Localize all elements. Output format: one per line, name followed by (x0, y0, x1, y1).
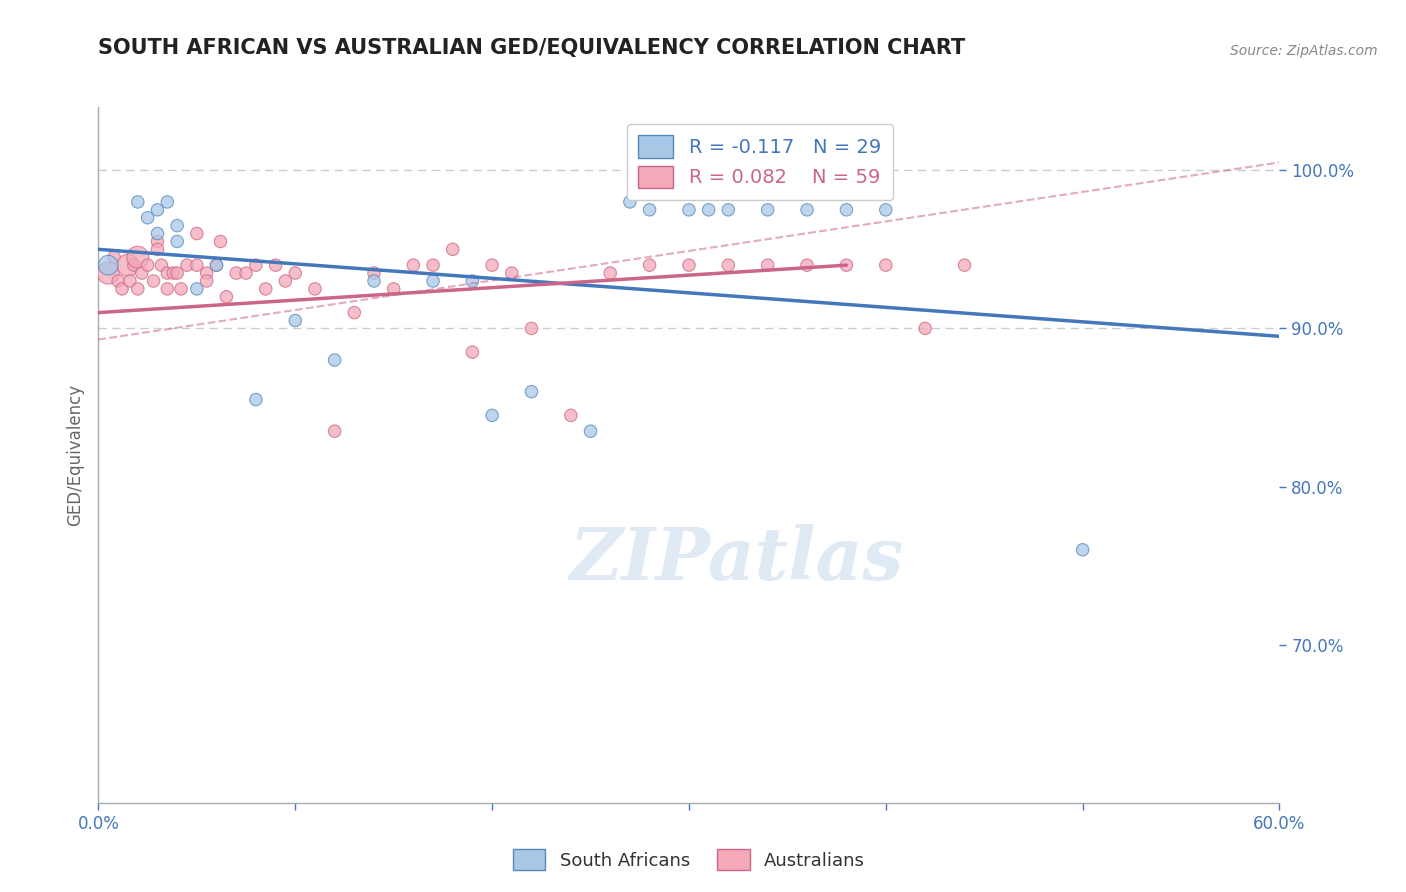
Point (284, 313, 307, 327)
Point (97, 266, 120, 280)
Point (520, 321, 543, 335)
Point (205, 258, 228, 272)
Point (166, 266, 188, 280)
Point (122, 258, 145, 272)
Point (796, 258, 818, 272)
Point (835, 202, 858, 217)
Point (209, 235, 232, 249)
Point (363, 266, 385, 280)
Point (638, 258, 661, 272)
Point (162, 266, 184, 280)
Point (441, 243, 464, 257)
Point (166, 219, 188, 233)
Point (186, 227, 208, 241)
Point (215, 290, 238, 304)
Text: Source: ZipAtlas.com: Source: ZipAtlas.com (1230, 44, 1378, 58)
Point (170, 282, 193, 296)
Point (422, 258, 444, 272)
Point (127, 250, 149, 264)
Point (97, 258, 120, 272)
Point (697, 202, 720, 217)
Point (520, 384, 543, 399)
Point (461, 274, 484, 288)
Point (501, 266, 523, 280)
Point (717, 202, 740, 217)
Point (150, 258, 173, 272)
Point (756, 258, 779, 272)
Point (146, 235, 169, 249)
Point (1071, 542, 1094, 557)
Text: SOUTH AFRICAN VS AUSTRALIAN GED/EQUIVALENCY CORRELATION CHART: SOUTH AFRICAN VS AUSTRALIAN GED/EQUIVALE… (98, 38, 966, 58)
Point (156, 282, 179, 296)
Point (402, 258, 425, 272)
Point (363, 274, 385, 288)
Point (136, 211, 159, 225)
Point (422, 274, 444, 288)
Point (107, 274, 129, 288)
Point (461, 345, 484, 359)
Point (156, 266, 179, 280)
Point (146, 227, 169, 241)
Point (953, 258, 976, 272)
Point (323, 353, 346, 368)
Point (756, 202, 779, 217)
Point (205, 258, 228, 272)
Point (176, 258, 198, 272)
Point (914, 321, 936, 335)
Point (235, 266, 257, 280)
Y-axis label: GED/Equivalency: GED/Equivalency (66, 384, 84, 526)
Point (323, 424, 346, 438)
Point (678, 202, 700, 217)
Point (274, 274, 297, 288)
Text: ZIPatlas: ZIPatlas (569, 524, 903, 595)
Point (131, 266, 153, 280)
Point (835, 258, 858, 272)
Point (579, 424, 602, 438)
Point (717, 258, 740, 272)
Point (343, 305, 366, 319)
Point (111, 282, 134, 296)
Point (166, 235, 188, 249)
Point (481, 409, 503, 423)
Point (619, 194, 641, 209)
Point (127, 194, 149, 209)
Point (875, 202, 897, 217)
Point (796, 202, 818, 217)
Point (225, 266, 247, 280)
Point (875, 258, 897, 272)
Point (142, 274, 165, 288)
Point (146, 243, 169, 257)
Point (638, 202, 661, 217)
Point (245, 392, 267, 407)
Point (117, 258, 139, 272)
Point (195, 266, 218, 280)
Point (245, 258, 267, 272)
Point (304, 282, 326, 296)
Point (136, 258, 159, 272)
Point (481, 258, 503, 272)
Point (118, 274, 141, 288)
Point (560, 409, 582, 423)
Legend: South Africans, Australians: South Africans, Australians (506, 842, 872, 877)
Point (156, 194, 179, 209)
Point (678, 258, 700, 272)
Point (186, 258, 208, 272)
Point (599, 266, 621, 280)
Point (127, 282, 149, 296)
Point (146, 202, 169, 217)
Point (254, 282, 277, 296)
Point (284, 266, 307, 280)
Point (195, 274, 218, 288)
Point (186, 282, 208, 296)
Point (264, 258, 287, 272)
Point (103, 250, 125, 264)
Point (382, 282, 405, 296)
